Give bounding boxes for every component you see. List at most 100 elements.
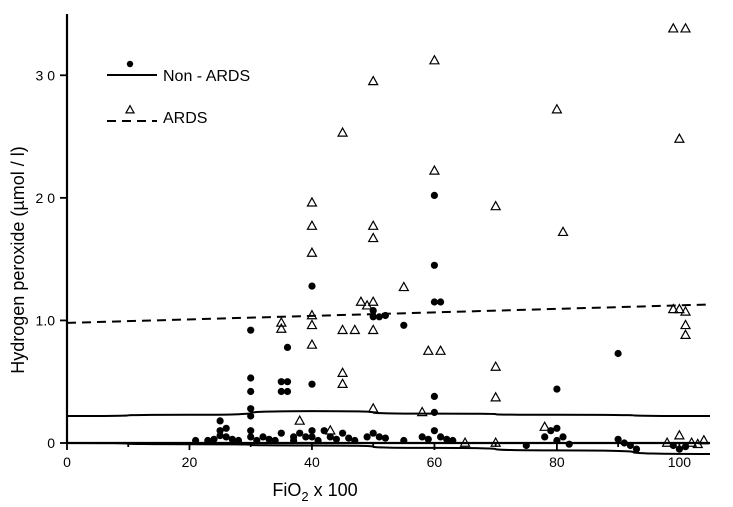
non-ards-point xyxy=(424,435,432,443)
fit-curves xyxy=(66,303,711,455)
ards-point xyxy=(337,324,349,335)
legend-non-ards-label: Non - ARDS xyxy=(163,68,250,85)
non-ards-point xyxy=(339,429,347,437)
ards-point xyxy=(367,295,379,306)
non-ards-point xyxy=(553,436,561,445)
legend: Non - ARDS ARDS xyxy=(107,60,250,127)
non-ards-point xyxy=(283,378,292,386)
non-ards-point xyxy=(277,429,285,437)
non-ards-point xyxy=(308,282,316,290)
x-tick-label: 20 xyxy=(182,454,198,470)
ards-point xyxy=(398,281,410,292)
non-ards-point xyxy=(430,191,438,199)
non-ards-point xyxy=(430,392,438,400)
non-ards-point xyxy=(541,433,549,441)
non-ards-point xyxy=(222,424,230,432)
non-ards-point xyxy=(437,298,445,306)
ards-point xyxy=(422,344,434,355)
legend-non-ards-marker xyxy=(126,60,134,68)
non-ards-point xyxy=(400,321,408,329)
non-ards-point xyxy=(369,429,377,437)
ards-point xyxy=(551,103,563,114)
non-ards-point xyxy=(553,385,561,393)
ards-point xyxy=(673,303,685,314)
ards-point xyxy=(367,324,379,335)
ards-point xyxy=(490,200,502,211)
non-ards-point xyxy=(430,298,438,306)
ards-point xyxy=(667,22,679,33)
non-ards-point xyxy=(259,433,267,441)
non-ards-point xyxy=(522,441,530,450)
ards-point xyxy=(539,420,551,431)
ards-point xyxy=(367,232,379,243)
x-axis-label-subscript: 2 xyxy=(301,489,308,504)
non-ards-point xyxy=(308,380,316,388)
non-ards-point xyxy=(283,387,292,396)
non-ards-point xyxy=(381,311,389,320)
non-ards-point xyxy=(559,433,567,441)
axes: 0 20 40 60 80 100 0 1.0 2 0 3 0 xyxy=(36,14,710,470)
legend-ards-marker xyxy=(124,104,136,114)
non-ards-point xyxy=(192,436,200,445)
non-ards-point xyxy=(247,326,255,334)
ards-point xyxy=(306,309,318,320)
non-ards-point xyxy=(326,433,334,441)
non-ards-point xyxy=(614,349,622,358)
non-ards-point xyxy=(228,435,236,443)
ards-point xyxy=(355,295,367,306)
non-ards-point xyxy=(234,436,243,445)
non-ards-point xyxy=(277,387,285,396)
ards-point xyxy=(367,219,379,230)
non-ards-point xyxy=(247,427,255,435)
non-ards-point xyxy=(614,435,622,443)
ards-point xyxy=(306,338,318,349)
non-ards-point xyxy=(626,441,635,450)
non-ards-point xyxy=(332,435,340,443)
ards-point xyxy=(679,22,692,33)
non-ards-point xyxy=(430,261,438,269)
non-ards-point xyxy=(308,433,316,441)
non-ards-point xyxy=(437,433,445,441)
non-ards-point xyxy=(271,436,279,445)
ards-point xyxy=(275,322,287,333)
x-tick-label: 60 xyxy=(427,454,443,470)
non-ards-point xyxy=(632,445,641,453)
ards-point xyxy=(679,329,692,339)
ards-point xyxy=(490,436,502,447)
non-ards-point xyxy=(247,412,255,420)
non-ards-point xyxy=(277,378,285,386)
ards-point xyxy=(337,367,349,377)
non-ards-point xyxy=(369,313,377,321)
non-ards-point xyxy=(247,374,255,382)
non-ards-point xyxy=(375,433,383,441)
non-ards-point xyxy=(247,405,255,413)
ards-point xyxy=(679,319,692,330)
legend-ards-label: ARDS xyxy=(163,110,207,127)
ards-point xyxy=(337,126,349,137)
ards-point xyxy=(557,226,569,237)
non-ards-point xyxy=(449,436,457,445)
ards-point xyxy=(673,132,685,143)
ards-point xyxy=(686,436,698,447)
y-tick-label: 0 xyxy=(47,435,55,451)
ards-point xyxy=(367,402,379,413)
y-tick-label: 2 0 xyxy=(36,190,56,206)
non-ards-point xyxy=(430,427,438,435)
ards-point xyxy=(306,219,318,230)
ards-point xyxy=(661,436,673,447)
non-ards-point xyxy=(620,439,628,447)
ards-point xyxy=(459,436,471,447)
ards-point xyxy=(698,434,710,445)
ards-point xyxy=(349,324,361,335)
ards-point xyxy=(679,305,692,316)
ards-point xyxy=(367,75,379,86)
non-ards-point xyxy=(675,445,684,453)
x-tick-label: 100 xyxy=(668,454,692,470)
y-tick-label: 3 0 xyxy=(36,67,56,83)
non-ards-point xyxy=(216,427,224,435)
x-axis-label-main: FiO xyxy=(272,480,301,500)
non-ards-point xyxy=(363,433,371,441)
non-ards-point xyxy=(302,433,310,441)
y-tick-label: 1.0 xyxy=(36,312,56,328)
